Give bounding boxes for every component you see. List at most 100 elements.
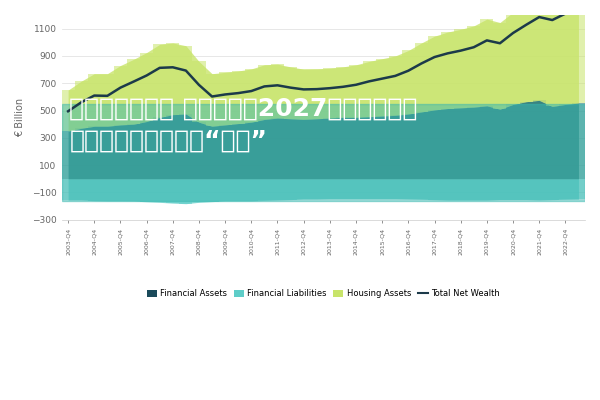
Bar xyxy=(101,179,114,201)
Bar xyxy=(559,0,572,104)
Bar xyxy=(127,59,140,124)
Bar xyxy=(376,116,389,179)
Bar xyxy=(74,179,88,200)
Bar xyxy=(428,110,441,179)
Bar xyxy=(376,179,389,199)
Bar xyxy=(153,179,166,202)
Bar xyxy=(481,179,493,200)
Bar xyxy=(114,179,127,201)
Bar xyxy=(153,118,166,179)
Bar xyxy=(153,44,166,118)
Bar xyxy=(415,112,428,179)
Bar xyxy=(140,52,153,122)
Bar xyxy=(506,104,520,179)
Bar xyxy=(402,179,415,199)
Bar xyxy=(258,65,271,120)
Bar xyxy=(481,106,493,179)
Bar xyxy=(62,90,74,131)
Bar xyxy=(271,64,284,118)
Bar xyxy=(441,108,454,179)
Bar xyxy=(349,179,362,199)
Bar xyxy=(520,102,533,179)
Bar xyxy=(179,46,193,114)
Bar xyxy=(323,68,337,118)
Bar xyxy=(441,179,454,200)
Bar xyxy=(62,104,585,201)
Bar xyxy=(206,179,218,202)
Bar xyxy=(179,179,193,204)
Bar xyxy=(559,179,572,199)
Bar xyxy=(454,108,467,179)
Bar xyxy=(349,65,362,118)
Bar xyxy=(101,126,114,179)
Bar xyxy=(284,179,297,200)
Bar xyxy=(284,67,297,119)
Text: 配资软件哪个好 独资建厂、2027年投产，雷克
萨斯靠国产电动车保“光环”: 配资软件哪个好 独资建厂、2027年投产，雷克 萨斯靠国产电动车保“光环” xyxy=(70,97,418,152)
Bar xyxy=(572,0,585,103)
Bar xyxy=(193,122,206,179)
Y-axis label: € Billion: € Billion xyxy=(15,98,25,137)
Bar xyxy=(245,69,258,122)
Bar xyxy=(454,179,467,200)
Bar xyxy=(310,119,323,179)
Bar xyxy=(88,179,101,201)
Bar xyxy=(572,103,585,179)
Bar xyxy=(533,179,546,200)
Bar xyxy=(310,179,323,199)
Bar xyxy=(376,59,389,116)
Bar xyxy=(349,118,362,179)
Bar xyxy=(337,179,349,199)
Bar xyxy=(481,19,493,106)
Bar xyxy=(206,74,218,126)
Bar xyxy=(533,0,546,100)
Legend: Financial Assets, Financial Liabilities, Housing Assets, Total Net Wealth: Financial Assets, Financial Liabilities,… xyxy=(143,286,503,302)
Bar xyxy=(389,56,402,115)
Bar xyxy=(166,115,179,179)
Bar xyxy=(232,179,245,201)
Bar xyxy=(310,69,323,119)
Bar xyxy=(258,179,271,200)
Bar xyxy=(467,26,481,107)
Bar xyxy=(88,126,101,179)
Bar xyxy=(193,62,206,122)
Bar xyxy=(179,114,193,179)
Bar xyxy=(520,4,533,102)
Bar xyxy=(271,118,284,179)
Bar xyxy=(271,179,284,200)
Bar xyxy=(62,179,74,200)
Bar xyxy=(493,22,506,109)
Bar xyxy=(533,100,546,179)
Bar xyxy=(415,179,428,199)
Bar xyxy=(232,124,245,179)
Bar xyxy=(493,179,506,200)
Bar xyxy=(245,179,258,201)
Bar xyxy=(428,179,441,200)
Bar xyxy=(467,107,481,179)
Bar xyxy=(389,179,402,199)
Bar xyxy=(402,50,415,114)
Bar xyxy=(337,67,349,118)
Bar xyxy=(127,124,140,179)
Bar xyxy=(362,179,376,199)
Bar xyxy=(166,43,179,115)
Bar xyxy=(127,179,140,201)
Bar xyxy=(323,118,337,179)
Bar xyxy=(297,179,310,199)
Bar xyxy=(546,0,559,106)
Bar xyxy=(218,179,232,201)
Bar xyxy=(74,128,88,179)
Bar xyxy=(284,119,297,179)
Bar xyxy=(297,120,310,179)
Bar xyxy=(232,71,245,124)
Bar xyxy=(362,117,376,179)
Bar xyxy=(74,81,88,128)
Bar xyxy=(166,179,179,203)
Bar xyxy=(402,114,415,179)
Bar xyxy=(140,179,153,202)
Bar xyxy=(389,115,402,179)
Bar xyxy=(218,72,232,125)
Bar xyxy=(114,125,127,179)
Bar xyxy=(297,69,310,120)
Bar xyxy=(245,122,258,179)
Bar xyxy=(337,118,349,179)
